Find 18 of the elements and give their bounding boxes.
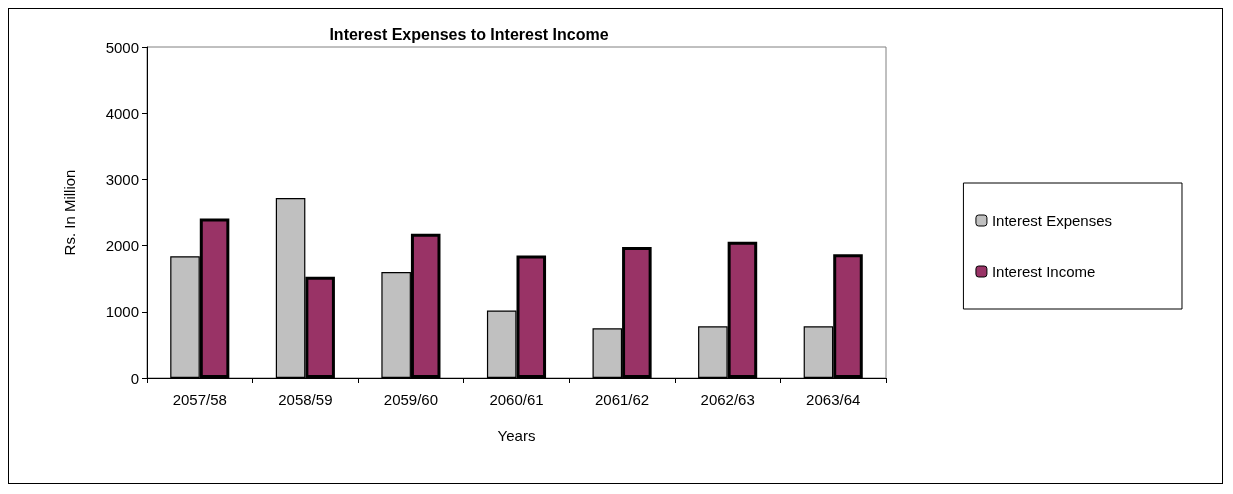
y-axis-title: Rs. In Million — [61, 169, 78, 256]
y-tick-label: 4000 — [105, 104, 139, 122]
y-tick-label: 1000 — [105, 303, 139, 321]
x-tick-label: 2059/60 — [383, 391, 439, 408]
x-tick-label: 2061/62 — [594, 391, 650, 408]
x-tick-label: 2058/59 — [278, 391, 333, 408]
x-tick-label: 2063/64 — [806, 391, 861, 408]
y-tick-label: 0 — [130, 369, 139, 387]
x-tick-label: 2060/61 — [489, 391, 544, 408]
x-axis-title: Years — [497, 427, 536, 444]
legend-label: Interest Income — [991, 263, 1096, 280]
legend-label: Interest Expenses — [991, 212, 1113, 229]
x-tick-label: 2057/58 — [172, 391, 227, 408]
y-tick-label: 3000 — [105, 170, 139, 188]
chart-title: Interest Expenses to Interest Income — [329, 25, 609, 43]
y-tick-label: 5000 — [105, 38, 139, 56]
y-tick-label: 2000 — [105, 237, 139, 255]
x-tick-label: 2062/63 — [700, 391, 755, 408]
